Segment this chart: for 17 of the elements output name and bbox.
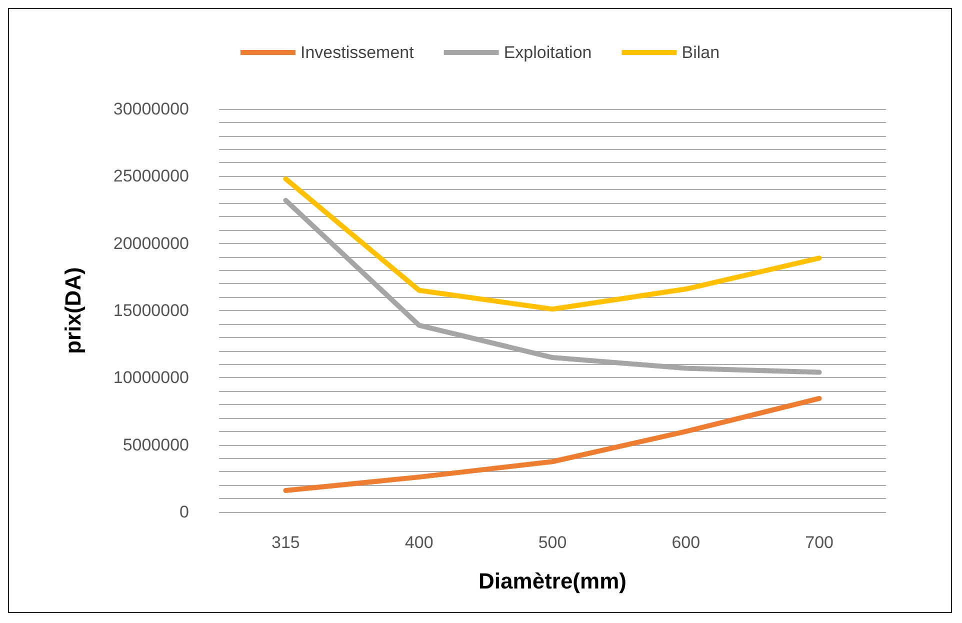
x-tick-label: 400 (404, 533, 434, 552)
y-tick-label: 25000000 (113, 166, 189, 186)
y-axis-title: prix(DA) (60, 267, 86, 354)
x-axis-title: Diamètre(mm) (478, 568, 626, 594)
y-tick-label: 5000000 (122, 435, 189, 454)
y-tick-label: 10000000 (113, 368, 189, 388)
x-tick-label: 600 (672, 533, 700, 552)
legend-label: Exploitation (504, 43, 592, 62)
x-tick-label: 500 (538, 533, 567, 552)
legend-label: Investissement (300, 43, 414, 62)
y-tick-label: 0 (180, 502, 189, 522)
y-tick-label: 15000000 (113, 301, 189, 320)
y-tick-label: 20000000 (113, 234, 189, 253)
legend-label: Bilan (682, 43, 720, 62)
x-tick-label: 315 (272, 533, 300, 552)
y-tick-label: 30000000 (113, 100, 189, 118)
x-tick-label: 700 (805, 533, 834, 552)
